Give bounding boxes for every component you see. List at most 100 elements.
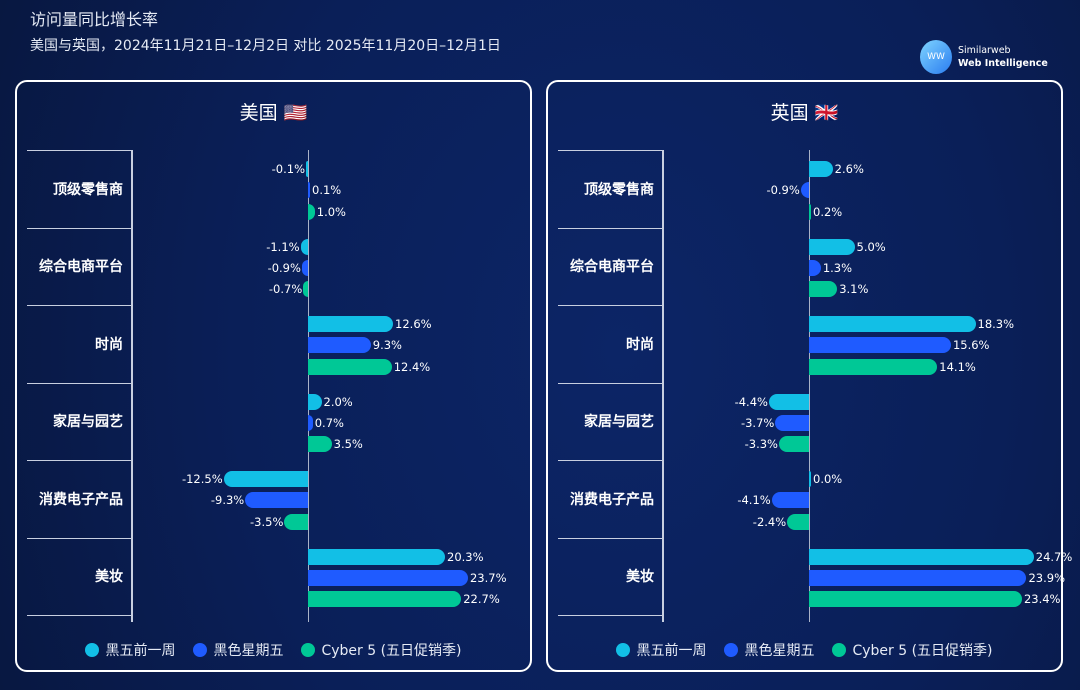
data-label: 0.7% [314,415,344,430]
row-divider [558,537,662,539]
panel-title: 美国 🇺🇸 [239,102,308,124]
legend-dot-icon [193,643,208,657]
legend-dot-icon [301,643,316,657]
data-label: -0.9% [267,260,301,275]
category-label: 综合电商平台 [39,259,123,276]
legend-label: 黑色星期五 [744,643,815,659]
data-label: 14.1% [939,359,976,374]
row-divider [558,382,662,384]
row-divider [558,615,662,616]
bar [809,569,1027,586]
data-label: 9.3% [372,338,402,353]
data-label: 23.4% [1023,592,1061,607]
bar [768,393,809,410]
bar [308,316,394,332]
row-divider [27,382,131,384]
row-divider [27,227,131,229]
bar [771,492,809,509]
bar [308,436,332,453]
bar [223,471,308,487]
data-label: -4.1% [737,493,771,508]
data-label: -12.5% [181,472,223,486]
row-divider [27,305,131,306]
data-label: -3.7% [740,415,775,430]
bar [284,513,308,530]
data-label: -3.5% [250,514,284,529]
data-label: 2.0% [323,394,353,409]
bar [809,238,855,255]
category-label: 顶级零售商 [53,181,123,198]
category-label: 消费电子产品 [570,491,654,508]
similarweb-logo: WW Similarweb Web Intelligence [920,40,1048,74]
data-label: 12.6% [395,317,432,331]
category-label: 顶级零售商 [584,181,654,198]
category-label: 家居与园艺 [584,414,654,431]
bar [809,471,811,487]
row-divider [558,460,662,461]
legend-item: 黑色星期五 [724,640,814,660]
data-label: -1.1% [266,239,300,254]
logo-line2: Web Intelligence [958,58,1048,69]
data-label: 0.2% [813,204,843,219]
bar [308,203,315,220]
legend-item: 黑五前一周 [85,640,175,660]
data-label: 23.9% [1028,570,1066,585]
logo-line1: Similarweb [958,45,1011,56]
legend-item: 黑色星期五 [193,640,283,660]
bar [787,513,809,530]
zero-line [809,150,810,622]
data-label: -2.4% [752,514,787,529]
bar [303,281,308,298]
data-label: 0.0% [813,472,843,486]
row-divider [27,615,131,616]
legend-label: 黑五前一周 [636,643,707,659]
legend-label: Cyber 5 (五日促销季) [852,643,993,659]
bar [308,358,392,375]
us-panel: 美国 🇺🇸 顶级零售商 -0.1% 0.1% 1.0% 综合电商平台 -1.1% -0.9%… [15,80,532,672]
category-axis-line [662,150,664,622]
data-label: -9.3% [210,493,245,508]
bar [300,238,308,255]
legend-dot-icon [616,643,631,657]
uk-panel: 英国 🇬🇧 顶级零售商 2.6% -0.9% 0.2% 综合电商平台 5.0% 1.3% 3.… [546,80,1072,672]
chart-subtitle: 美国与英国，2024年11月21日–12月2日 对比 2025年11月20日–1… [30,38,501,54]
bar [308,182,310,199]
data-label: -4.4% [734,394,768,409]
bar [809,281,838,298]
bar [809,203,811,220]
data-label: 12.4% [393,359,431,374]
bar [301,259,308,276]
bar [778,436,809,453]
legend-item: Cyber 5 (五日促销季) [301,640,462,660]
data-label: -0.1% [271,162,305,176]
row-divider [558,305,662,306]
data-label: 2.6% [834,162,864,176]
category-label: 综合电商平台 [570,259,654,276]
category-label: 时尚 [95,336,123,353]
bar [809,316,976,332]
category-label: 美妆 [95,569,123,586]
bar [809,591,1022,608]
chart-title: 访问量同比增长率 [30,10,159,29]
data-label: 0.1% [312,183,342,198]
data-label: 1.3% [822,260,853,275]
data-label: 1.0% [316,204,346,219]
similarweb-logo-icon: WW [920,40,952,74]
bar [809,358,938,375]
legend-label: 黑色星期五 [213,643,284,659]
bar [306,161,308,177]
row-divider [27,150,131,151]
data-label: -3.3% [744,437,778,452]
data-label: 15.6% [952,338,990,353]
bar [308,337,371,354]
bar [308,591,462,608]
category-label: 美妆 [626,569,654,586]
bar [809,337,951,354]
bar [809,161,833,177]
row-divider [558,227,662,229]
category-label: 消费电子产品 [39,491,123,508]
legend-label: 黑五前一周 [105,643,176,659]
panel-title: 英国 🇬🇧 [770,102,839,124]
bar [800,182,809,199]
category-label: 家居与园艺 [53,414,123,431]
